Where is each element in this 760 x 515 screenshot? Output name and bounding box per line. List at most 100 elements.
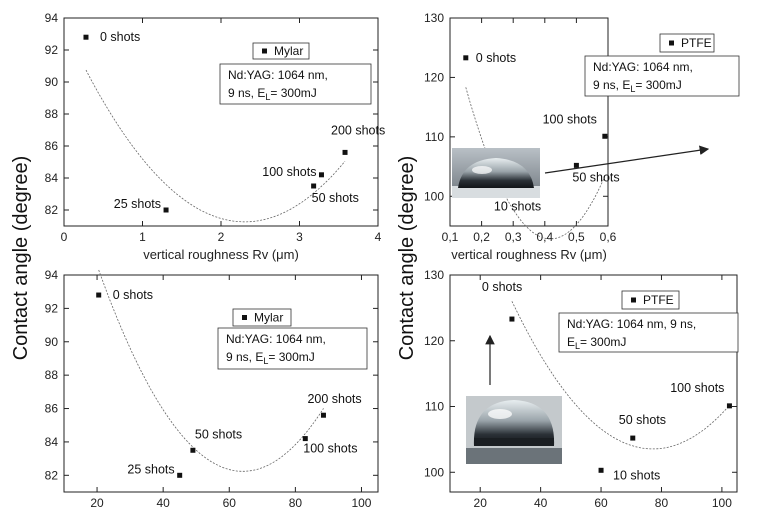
legend-box <box>252 42 310 60</box>
data-point <box>83 34 89 40</box>
point-label: 100 shots <box>262 165 316 179</box>
point-label: 200 shots <box>307 392 361 406</box>
x-tick-label: 3 <box>296 230 303 244</box>
x-tick-label: 4 <box>375 230 382 244</box>
legend-box <box>232 308 292 327</box>
data-point <box>463 55 469 61</box>
x-tick-label: 1 <box>139 230 146 244</box>
info-text: E <box>567 335 575 349</box>
x-tick-label: 80 <box>655 496 669 510</box>
info-box <box>584 55 740 97</box>
droplet-photo-top <box>452 148 540 198</box>
plot-frame <box>449 17 609 227</box>
x-tick-label: 80 <box>289 496 303 510</box>
data-point <box>598 467 604 473</box>
y-tick-label: 92 <box>45 301 59 315</box>
y-tick-label: 110 <box>425 400 444 414</box>
droplet-photo-bottom <box>466 396 562 464</box>
info-line-1: Nd:YAG: 1064 nm, <box>593 60 693 74</box>
y-tick-label: 90 <box>45 75 59 89</box>
chart-top-left: 0 1 2 3 4 82 84 86 88 90 92 94 vertical roughness Rv… <box>45 11 386 262</box>
info-subscript: L <box>630 84 635 94</box>
info-text: 9 ns, E <box>228 86 265 100</box>
data-point <box>342 149 348 155</box>
chart-top-right: 0,1 0,2 0,3 0,4 0,5 0,6 100 110 120 130 vertical r… <box>424 11 740 262</box>
y-tick-label: 86 <box>45 139 59 153</box>
fit-curve <box>511 301 730 450</box>
point-label: 10 shots <box>494 200 541 214</box>
data-point <box>630 435 636 441</box>
info-line-2: EL= 300mJ <box>567 335 626 351</box>
info-text-tail: = 300mJ <box>580 335 626 349</box>
data-point <box>311 183 317 189</box>
data-point <box>177 472 183 478</box>
x-tick-label: 40 <box>156 496 170 510</box>
legend-marker <box>669 40 674 46</box>
x-tick-label: 0,1 <box>442 230 459 244</box>
y-tick-label: 84 <box>45 435 59 449</box>
legend-marker <box>262 48 267 54</box>
data-point <box>509 316 515 322</box>
point-label: 100 shots <box>543 112 597 126</box>
point-label: 100 shots <box>303 442 357 456</box>
info-text: 9 ns, E <box>226 350 263 364</box>
y-tick-label: 84 <box>45 171 59 185</box>
x-tick-label: 0 <box>61 230 68 244</box>
info-box <box>219 63 372 105</box>
y-tick-label: 92 <box>45 43 59 57</box>
plot-frame <box>63 274 379 493</box>
x-tick-label: 0,4 <box>536 230 553 244</box>
info-subscript: L <box>575 341 580 351</box>
y-tick-label: 88 <box>45 107 59 121</box>
point-label: 50 shots <box>619 413 666 427</box>
x-axis-label: horizontal roughness Rh (μm) <box>508 513 680 515</box>
data-point <box>302 436 308 442</box>
x-tick-label: 40 <box>534 496 548 510</box>
y-tick-label: 120 <box>424 70 444 84</box>
y-tick-label: 82 <box>45 203 59 217</box>
y-tick-label: 120 <box>424 334 444 348</box>
info-line-1: Nd:YAG: 1064 nm, 9 ns, <box>567 317 696 331</box>
x-tick-label: 100 <box>712 496 732 510</box>
point-label: 10 shots <box>613 468 660 482</box>
fit-curve <box>98 269 324 472</box>
legend-label: Mylar <box>254 311 283 325</box>
x-tick-label: 0,2 <box>473 230 490 244</box>
data-point <box>602 133 608 139</box>
point-label: 50 shots <box>195 427 242 441</box>
x-tick-label: 60 <box>223 496 237 510</box>
point-label: 200 shots <box>331 123 385 137</box>
x-axis-label: vertical roughness Rv (μm) <box>451 247 607 262</box>
info-line-2: 9 ns, EL= 300mJ <box>228 86 317 102</box>
y-tick-label: 90 <box>45 335 59 349</box>
data-point <box>96 292 102 298</box>
y-tick-label: 94 <box>45 268 59 282</box>
x-tick-label: 20 <box>90 496 104 510</box>
data-point <box>190 447 196 453</box>
x-tick-label: 20 <box>474 496 488 510</box>
y-tick-label: 82 <box>45 468 59 482</box>
y-tick-label: 100 <box>424 189 444 203</box>
x-tick-label: 0,5 <box>568 230 585 244</box>
info-text-tail: = 300mJ <box>270 86 316 100</box>
chart-bottom-left: 20 40 60 80 100 82 84 86 88 90 92 94 horizontal roug… <box>45 268 379 515</box>
info-line-1: Nd:YAG: 1064 nm, <box>226 332 326 346</box>
shared-ylabel-left: Contact angle (degree) <box>10 156 32 361</box>
x-tick-label: 0,6 <box>600 230 617 244</box>
data-point <box>726 403 732 409</box>
y-tick-label: 130 <box>424 11 444 25</box>
info-subscript: L <box>265 92 270 102</box>
shared-ylabel-middle: Contact angle (degree) <box>396 156 418 361</box>
y-tick-label: 130 <box>424 268 444 282</box>
point-label: 50 shots <box>572 170 619 184</box>
info-text-tail: = 300mJ <box>635 78 681 92</box>
legend-marker <box>242 315 247 320</box>
y-tick-label: 94 <box>45 11 59 25</box>
x-tick-label: 100 <box>351 496 371 510</box>
point-label: 0 shots <box>113 288 153 302</box>
chart-bottom-right: 20 40 60 80 100 100 110 120 130 horizontal roughn… <box>424 268 739 515</box>
info-line-2: 9 ns, EL= 300mJ <box>226 350 315 366</box>
point-label: 0 shots <box>476 51 516 65</box>
legend-marker <box>631 297 636 303</box>
